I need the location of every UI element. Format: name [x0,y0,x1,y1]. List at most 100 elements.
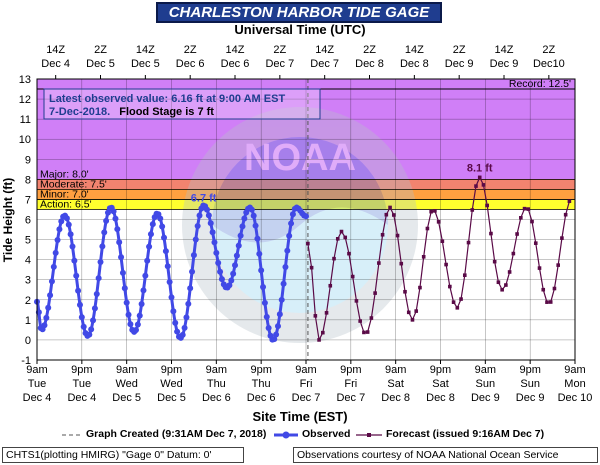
observed-point [278,296,285,303]
observed-point [110,208,117,215]
top-tick-label: Dec10 [533,58,565,70]
forecast-point [519,216,523,220]
top-tick-label: Dec 9 [490,58,519,70]
bottom-tick-label: Dec 5 [112,392,141,404]
bottom-tick-label: Dec 8 [381,392,410,404]
observed-point [215,259,222,266]
bottom-tick-label: Dec 10 [558,392,593,404]
observed-point [69,243,76,250]
forecast-point [324,311,329,315]
forecast-point [552,286,557,291]
top-tick-label: Dec 5 [86,58,115,70]
observed-point [217,268,224,275]
forecast-point [500,287,504,292]
observed-point [239,223,246,230]
forecast-point [347,251,351,256]
forecast-point [354,299,359,303]
forecast-point [343,235,348,240]
observed-point [73,272,80,279]
bottom-tick-label: Tue [28,378,47,390]
bottom-tick-label: Dec 9 [471,392,500,404]
observed-point [211,239,218,246]
observed-point [183,314,190,321]
observed-point [112,215,119,222]
observed-point [159,223,166,230]
observed-point [127,321,134,328]
forecast-point [541,287,546,292]
forecast-point [362,330,366,335]
y-tick-label: 9 [25,154,31,166]
observed-point [233,252,240,259]
forecast-point [395,233,400,238]
observed-point [146,243,153,250]
observed-point [43,314,50,321]
observed-point [50,263,57,270]
moderate-band [37,179,575,190]
observed-point [52,249,59,256]
minor-band [37,189,575,200]
observed-point [88,326,95,333]
top-tick-label: 2Z [94,44,107,56]
observed-point [256,250,263,257]
forecast-point [414,309,419,313]
forecast-point [560,236,564,240]
observed-point [185,300,192,307]
top-tick-label: Dec 7 [265,58,294,70]
top-tick-label: 14Z [405,44,424,56]
observed-point [181,324,188,331]
observed-point [303,213,309,220]
forecast-point [403,289,407,294]
observed-point [93,290,100,297]
observed-point [121,285,128,292]
observed-point [170,308,177,315]
forecast-point [306,241,310,246]
observed-point [241,215,248,222]
bottom-tick-label: Sun [476,378,496,390]
observed-point [289,211,296,218]
forecast-point [350,274,355,279]
plot-frame [36,78,576,361]
forecast-point [309,265,314,270]
observed-point [172,319,179,326]
forecast-point [507,270,512,274]
footer-datum: CHTS1(plotting HMIRG) "Gage 0" Datum: 0' [2,447,244,463]
observed-point [58,218,65,225]
observed-point [284,247,291,254]
observed-point [250,212,257,219]
forecast-point [377,261,381,265]
bottom-tick-label: Mon [564,378,585,390]
forecast-point [418,285,422,290]
bottom-tick-label: 9am [475,364,496,376]
bottom-tick-label: Wed [115,378,137,390]
observed-point [144,257,151,264]
forecast-point [425,226,430,231]
bottom-tick-label: 9am [116,364,137,376]
legend-observed-marker [282,431,290,439]
top-tick-label: Dec 8 [355,58,384,70]
bottom-tick-label: Fri [344,378,357,390]
observed-point [134,321,141,328]
top-tick-label: Dec 6 [221,58,250,70]
observed-point [252,222,259,229]
top-tick-label: 2Z [363,44,376,56]
observed-point [258,267,265,274]
observed-point [63,215,70,222]
observed-point [280,280,287,287]
forecast-point [511,251,516,256]
observed-point [65,221,72,228]
observed-point [209,229,216,236]
bottom-tick-label: 9pm [340,364,361,376]
observed-point [136,312,143,319]
bottom-tick-label: 9am [206,364,227,376]
forecast-point [380,232,385,237]
bottom-tick-label: 9am [295,364,316,376]
bottom-tick-label: Dec 4 [23,392,52,404]
flood-stage-labels: Major: 8.0'Moderate: 7.5'Minor: 7.0'Acti… [40,78,571,210]
observed-point [261,299,268,306]
observed-point [97,258,104,265]
observed-point [263,313,270,320]
observed-point [196,212,203,219]
forecast-point [477,175,482,180]
info-line2: 7-Dec-2018. Flood Stage is 7 ft [49,106,214,118]
